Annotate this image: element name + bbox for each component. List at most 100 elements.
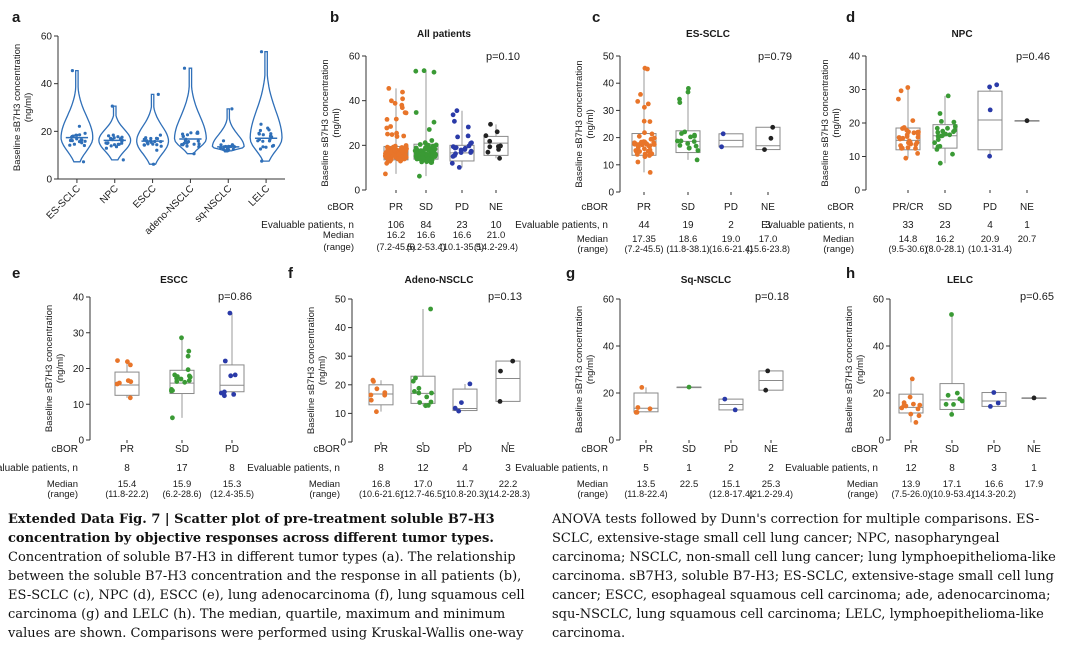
row-label-n: Evaluable patients, n [761, 220, 854, 231]
group-median: 15.1 [722, 479, 741, 490]
data-point [424, 394, 430, 400]
group-median: 16.6 [453, 230, 472, 241]
x-tick-label: ESCC [131, 183, 158, 210]
group-label: PD [455, 202, 469, 213]
violin-point [112, 143, 117, 147]
group-range: (10.6-21.6) [359, 489, 403, 499]
group-range: (16.6-21.4) [709, 244, 753, 254]
violin-shape [211, 108, 245, 152]
group-n: 4 [987, 220, 993, 231]
data-point [642, 154, 648, 160]
data-point [934, 147, 940, 152]
figure: a 0 20 40 60 Baseline sB7H3 concentration (ng/… [0, 9, 1054, 500]
row-label-range: (range) [847, 489, 878, 500]
data-point [937, 143, 943, 149]
group-label: NE [761, 202, 775, 213]
data-point [401, 133, 407, 139]
y-tick-label: 60 [41, 32, 53, 43]
data-point [452, 118, 457, 124]
group-range: (6.2-53.4) [406, 242, 445, 252]
y-tick-label: 40 [335, 323, 347, 334]
data-point [115, 358, 120, 363]
y-tick-label: 40 [603, 79, 615, 90]
row-label-cbor: cBOR [827, 202, 854, 213]
data-point [692, 132, 697, 138]
group-n: 84 [420, 220, 432, 231]
data-point [426, 127, 432, 132]
data-point [940, 128, 946, 134]
data-point [417, 142, 423, 147]
data-point [995, 400, 1001, 406]
data-point [934, 125, 940, 131]
y-tick-label: 30 [73, 328, 85, 339]
data-point [385, 131, 390, 137]
data-point [905, 145, 911, 151]
data-point [636, 133, 642, 139]
group-median: 13.5 [637, 479, 656, 490]
row-label-median: Median [847, 479, 878, 490]
data-point [951, 402, 956, 407]
row-label-n: Evaluable patients, n [261, 220, 354, 231]
data-point [677, 100, 683, 105]
data-point [642, 146, 647, 152]
data-point [719, 144, 724, 150]
y-tick-label: 10 [335, 409, 347, 420]
group-median: 16.8 [372, 479, 391, 490]
y-axis-label: Baseline sB7H3 concentration [306, 307, 317, 434]
group-label: PR [374, 444, 388, 455]
violin-point [109, 144, 113, 148]
group-n: 12 [417, 463, 429, 474]
violin-point [197, 145, 201, 149]
data-point [945, 392, 951, 398]
group-n: 23 [456, 220, 468, 231]
data-point [399, 105, 405, 111]
y-tick-label: 40 [603, 342, 615, 353]
data-point [454, 108, 460, 114]
data-point [452, 405, 458, 411]
group-n: 3 [991, 463, 997, 474]
data-point [456, 408, 462, 414]
data-point [642, 130, 647, 136]
data-point [396, 151, 402, 157]
panel-letter: e [12, 265, 20, 282]
group-median: 17.9 [1025, 479, 1044, 490]
group-range: (11.8-38.1) [666, 244, 709, 254]
y-axis-unit: (ng/ml) [585, 109, 596, 139]
violin-point [260, 159, 264, 163]
violin-point [156, 92, 160, 96]
panel-a: a 0 20 40 60 Baseline sB7H3 concentration (ng/… [12, 9, 285, 237]
data-point [900, 126, 905, 131]
row-label-cbor: cBOR [313, 444, 340, 455]
group-n: 33 [902, 220, 914, 231]
data-point [935, 130, 941, 135]
group-n: 19 [682, 220, 694, 231]
data-point [909, 376, 915, 382]
violin-point [271, 143, 276, 148]
group-n: 8 [949, 463, 955, 474]
data-point [231, 392, 237, 397]
data-point [494, 129, 500, 135]
data-point [174, 379, 180, 384]
y-tick-label: 60 [603, 295, 615, 306]
group-n: 5 [643, 463, 649, 474]
data-point [949, 412, 955, 417]
violin-shape [98, 105, 132, 161]
data-point [456, 165, 462, 170]
group-range: (7.2-45.5) [624, 244, 663, 254]
violin-point [197, 142, 201, 146]
group-median: 17.0 [759, 234, 778, 245]
group-n: 10 [490, 220, 502, 231]
caption-title: Extended Data Fig. 7 | Scatter plot of p… [8, 512, 495, 546]
y-tick-label: 50 [335, 295, 347, 306]
y-axis-label: Baseline sB7H3 concentration [574, 306, 585, 433]
violin-point [259, 122, 263, 126]
y-tick-label: 40 [41, 79, 53, 90]
y-axis-unit: (ng/ml) [585, 355, 596, 385]
violin-point [258, 128, 262, 133]
box [495, 360, 521, 402]
data-point [423, 145, 429, 151]
group-n: 3 [765, 220, 771, 231]
data-point [916, 413, 922, 419]
data-point [691, 139, 697, 144]
y-axis-unit: (ng/ml) [331, 108, 342, 138]
